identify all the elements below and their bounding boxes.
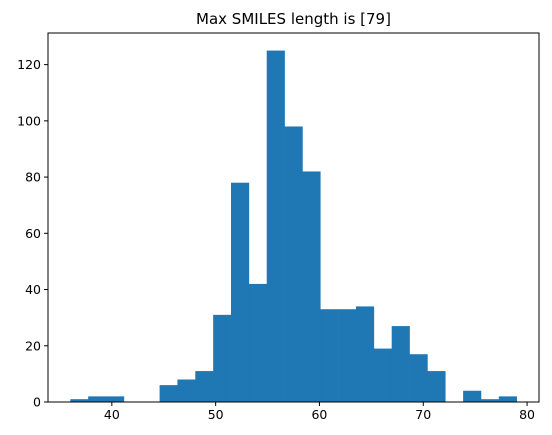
- histogram-bar: [391, 326, 410, 402]
- histogram-bar: [231, 182, 250, 402]
- histogram-bar: [427, 371, 446, 402]
- x-tick-label: 50: [208, 407, 224, 422]
- y-tick-label: 40: [25, 282, 41, 297]
- x-axis-ticks: 40 50 60 70 80: [104, 402, 535, 422]
- histogram-bar: [266, 50, 285, 402]
- axes-frame: [47, 32, 540, 403]
- x-tick-label: 60: [311, 407, 327, 422]
- y-tick-label: 60: [25, 226, 41, 241]
- histogram-bar: [373, 348, 392, 402]
- histogram-bar: [480, 399, 500, 402]
- x-tick-label: 40: [104, 407, 120, 422]
- histogram-bar: [302, 171, 321, 402]
- histogram-bar: [248, 283, 268, 402]
- histogram-bar: [70, 399, 89, 402]
- y-tick-label: 20: [25, 338, 41, 353]
- histogram-bar: [195, 371, 214, 402]
- x-tick-label: 80: [519, 407, 535, 422]
- histogram-bar: [498, 396, 517, 402]
- y-tick-label: 120: [17, 57, 41, 72]
- y-axis-ticks: 0 20 40 60 80 100 120: [17, 57, 48, 410]
- histogram-bar: [106, 396, 125, 402]
- histogram-bar: [355, 306, 375, 402]
- histogram-bar: [88, 396, 107, 402]
- histogram-bar: [159, 385, 178, 402]
- histogram-bar: [213, 314, 232, 402]
- histogram-bar: [320, 309, 339, 402]
- y-tick-label: 100: [17, 113, 41, 128]
- y-tick-label: 0: [33, 395, 41, 410]
- bars-group: [70, 50, 517, 402]
- histogram-bar: [338, 309, 357, 402]
- histogram-bar: [409, 354, 428, 402]
- histogram-bar: [463, 390, 482, 402]
- histogram-bar: [284, 126, 303, 402]
- x-tick-label: 70: [415, 407, 431, 422]
- chart-title: Max SMILES length is [79]: [196, 10, 391, 28]
- histogram-bar: [177, 379, 196, 402]
- y-tick-label: 80: [25, 170, 41, 185]
